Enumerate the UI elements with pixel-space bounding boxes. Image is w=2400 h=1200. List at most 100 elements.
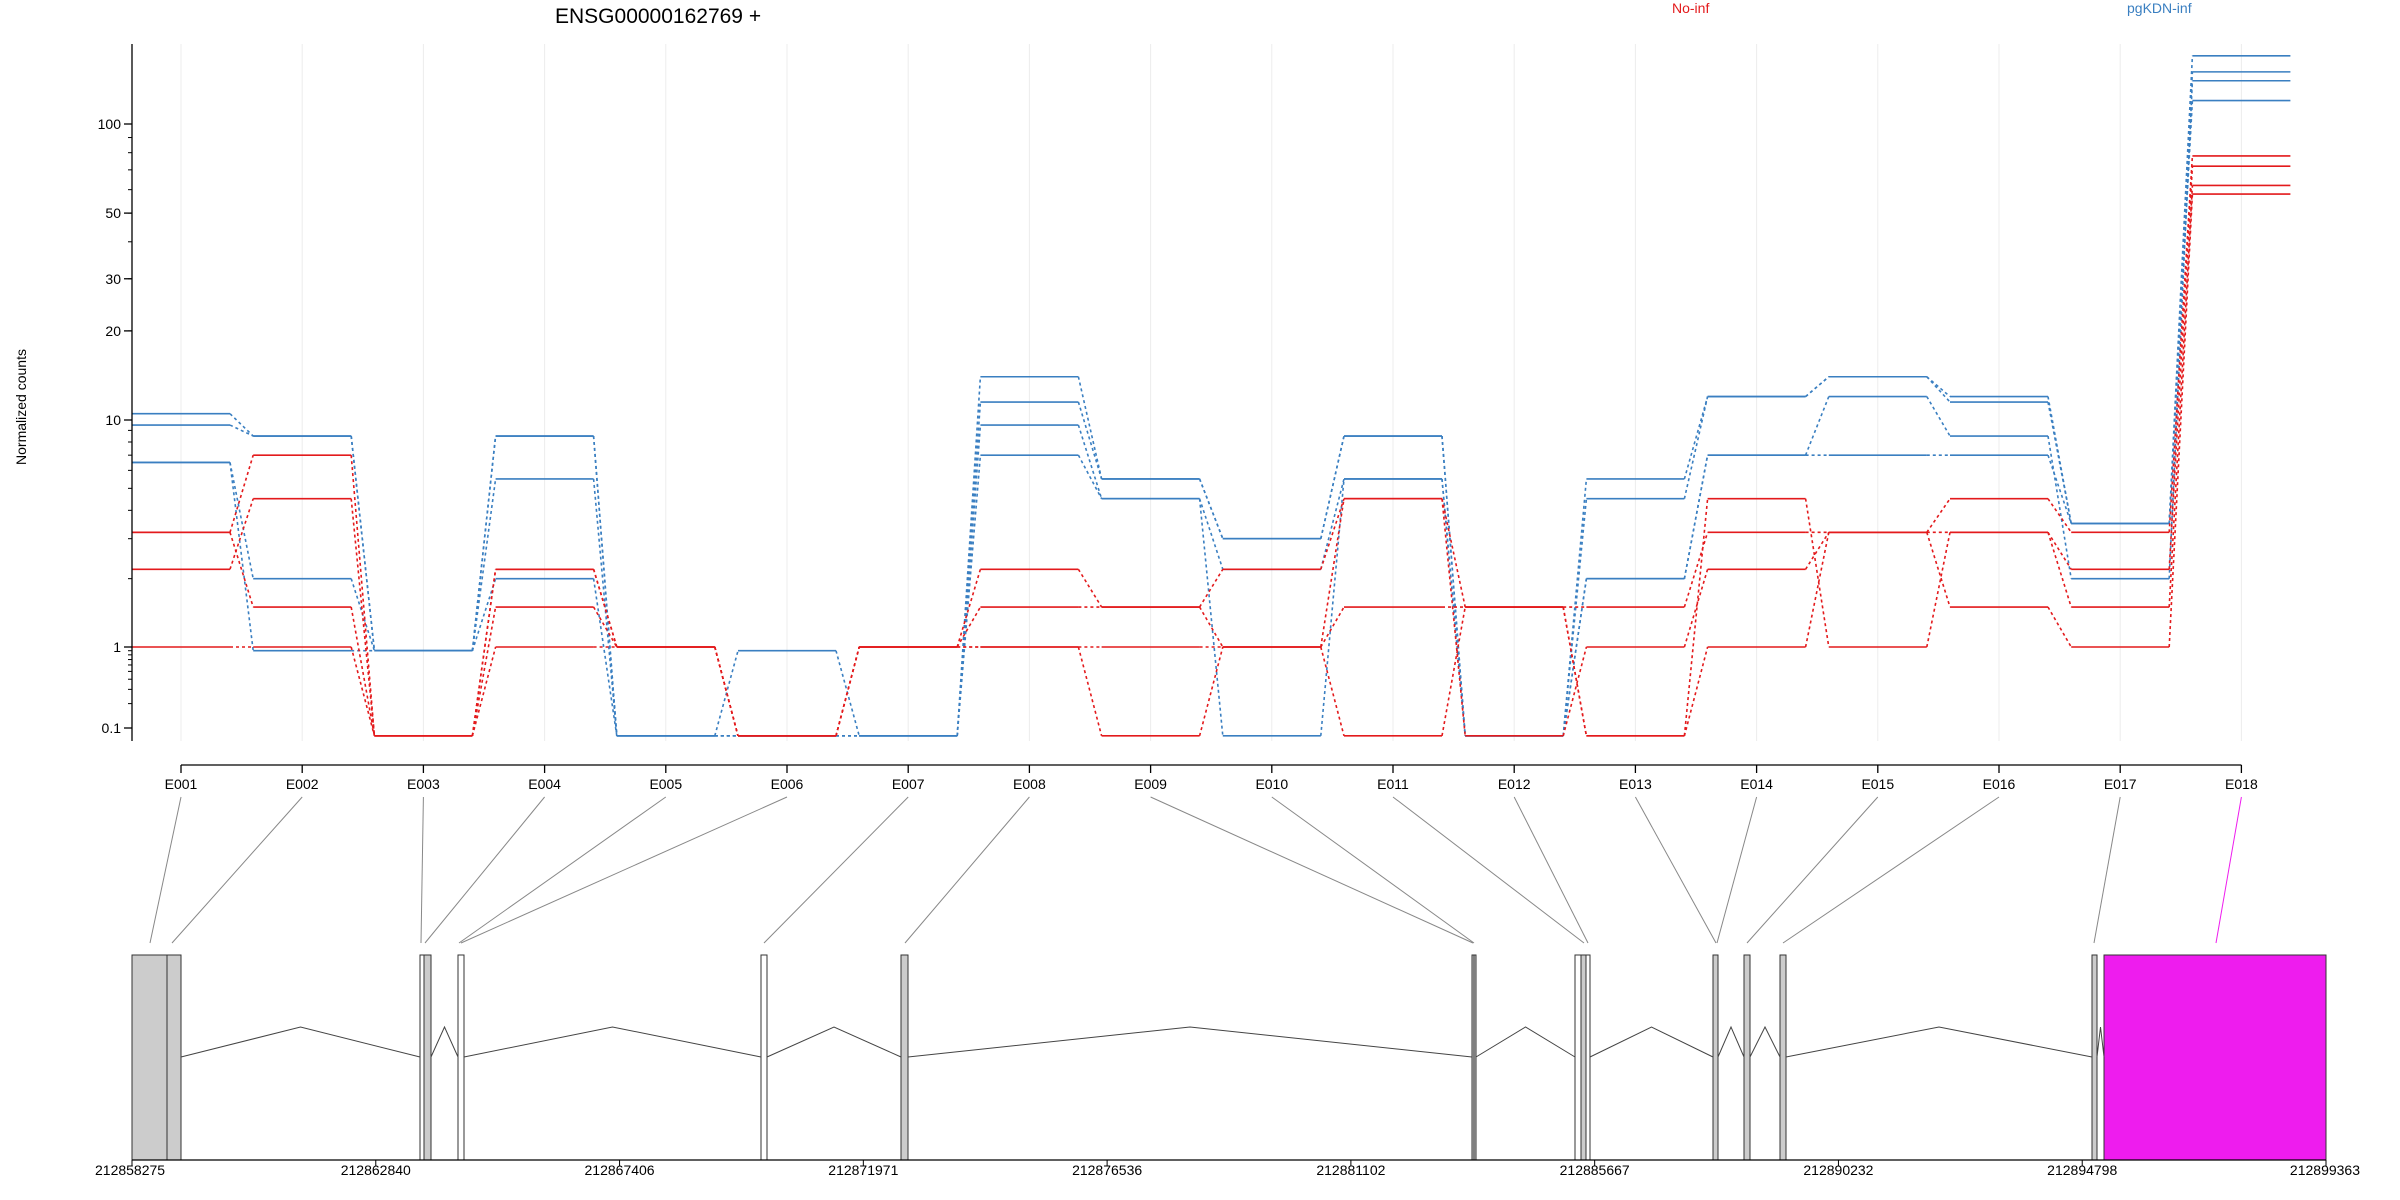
x-tick-label-e002: E002: [286, 776, 319, 792]
series-2-connector-12: [1562, 498, 1588, 736]
series-2-connector-11: [1441, 435, 1466, 736]
x-tick-label-e010: E010: [1255, 776, 1288, 792]
series-2-connector-16: [2047, 401, 2072, 524]
series-2-connector-4: [592, 435, 618, 736]
genomic-label-9: 212894798: [2047, 1162, 2117, 1178]
series-5-connector-13: [1683, 532, 1709, 608]
series-3-connector-8: [1077, 424, 1103, 499]
exon-box-7: [900, 954, 909, 1161]
feature-link-e017: [2093, 796, 2121, 944]
exon-box-10: [1574, 954, 1582, 1161]
x-tick-label-e013: E013: [1619, 776, 1652, 792]
x-tick-label-e008: E008: [1013, 776, 1046, 792]
series-1-connector-8: [1077, 376, 1103, 480]
intron-line-9: [1749, 1025, 1781, 1058]
x-tick-label-e016: E016: [1983, 776, 2016, 792]
series-6-connector-17: [2168, 166, 2194, 570]
exon-box-12: [1585, 954, 1591, 1161]
series-8-connector-13: [1683, 646, 1709, 737]
gene-model-layer: 212858275 212862840 212867406 212871971 2128…: [95, 796, 2360, 1178]
series-3-connector-15: [1926, 396, 1951, 437]
x-tick-label-e004: E004: [528, 776, 561, 792]
exon-box-4: [423, 954, 432, 1161]
series-2-connector-15: [1926, 376, 1951, 403]
series-3-connector-9: [1198, 498, 1224, 570]
exon-box-15: [1779, 954, 1787, 1161]
exon-box-11: [1580, 954, 1587, 1161]
series-2-connector-1: [229, 424, 254, 437]
feature-link-e009: [1150, 796, 1474, 944]
series-7-connector-16: [2047, 532, 2072, 608]
y-axis-label: Normalized counts: [13, 349, 29, 465]
x-tick-label-e011: E011: [1377, 776, 1409, 792]
series-3-connector-3: [471, 478, 497, 651]
series-5-connector-15: [1926, 498, 1951, 533]
y-tick-label-20: 20: [105, 323, 121, 339]
exon-box-17: [2103, 954, 2327, 1161]
legend-no-inf: No-inf: [1672, 0, 1709, 16]
exon-box-13: [1712, 954, 1719, 1161]
intron-line-1: [180, 1026, 421, 1058]
series-1-connector-15: [1926, 376, 1951, 398]
series-8-connector-12: [1562, 606, 1588, 736]
axes-layer: 0.1 1 10 20 30 50 100 E001 E002 E003 E004 E005 E006 E…: [98, 44, 2258, 792]
series-4-connector-1: [229, 462, 254, 651]
intron-line-11: [2096, 1026, 2105, 1058]
feature-link-e006: [460, 796, 788, 944]
series-2-connector-9: [1198, 478, 1224, 539]
exon-box-5: [457, 954, 465, 1161]
x-tick-label-e018: E018: [2225, 776, 2258, 792]
y-tick-label-10: 10: [105, 412, 121, 428]
exon-box-3: [419, 954, 425, 1161]
series-5-connector-8: [1077, 568, 1103, 608]
y-tick-label-30: 30: [105, 271, 121, 287]
feature-link-e002: [171, 796, 303, 944]
feature-link-e005: [458, 796, 667, 944]
series-8-connector-11: [1441, 606, 1466, 736]
series-5-connector-1: [229, 454, 254, 533]
series-5-connector-9: [1198, 568, 1224, 608]
series-5-connector-11: [1441, 498, 1466, 608]
genomic-label-6: 212881102: [1316, 1162, 1385, 1178]
exon-box-9: [1473, 954, 1477, 1161]
intron-line-3: [463, 1026, 762, 1058]
feature-link-e008: [904, 796, 1030, 944]
y-tick-label-0.1: 0.1: [102, 720, 122, 736]
feature-link-e016: [1782, 796, 2000, 944]
exon-box-16: [2091, 954, 2098, 1161]
feature-link-e012: [1513, 796, 1589, 944]
series-1-connector-7: [956, 376, 982, 736]
series-3-connector-1: [229, 462, 254, 579]
x-tick-label-e001: E001: [165, 776, 198, 792]
legend-pgkdn-inf: pgKDN-inf: [2127, 0, 2192, 16]
x-tick-label-e014: E014: [1740, 776, 1773, 792]
series-6-connector-9: [1198, 606, 1224, 648]
series-4-connector-10: [1320, 478, 1345, 736]
series-7-connector-4: [592, 606, 618, 648]
intron-line-4: [766, 1026, 902, 1058]
x-tick-label-e007: E007: [892, 776, 925, 792]
series-6-connector-13: [1683, 569, 1709, 648]
series-7-connector-3: [471, 606, 497, 736]
series-1-connector-10: [1320, 435, 1345, 539]
intron-line-6: [1475, 1026, 1576, 1058]
series-6-connector-10: [1320, 498, 1345, 648]
series-4-connector-17: [2168, 100, 2194, 524]
series-6-connector-2: [350, 498, 376, 736]
series-8-connector-3: [471, 646, 497, 737]
series-7-connector-2: [350, 606, 376, 736]
series-2-connector-13: [1683, 396, 1709, 499]
series-4-connector-9: [1198, 498, 1224, 736]
feature-link-e003: [420, 796, 424, 944]
series-8-connector-17: [2168, 193, 2194, 648]
series-6-connector-4: [592, 569, 618, 648]
series-8-connector-16: [2047, 606, 2072, 648]
series-5-connector-10: [1320, 498, 1345, 570]
series-4-connector-13: [1683, 455, 1709, 579]
series-6-connector-16: [2047, 531, 2072, 570]
intron-line-5: [907, 1026, 1473, 1058]
series-8-connector-14: [1804, 532, 1830, 648]
series-1-connector-1: [229, 413, 254, 437]
series-1-connector-13: [1683, 396, 1709, 480]
y-tick-label-50: 50: [105, 205, 121, 221]
